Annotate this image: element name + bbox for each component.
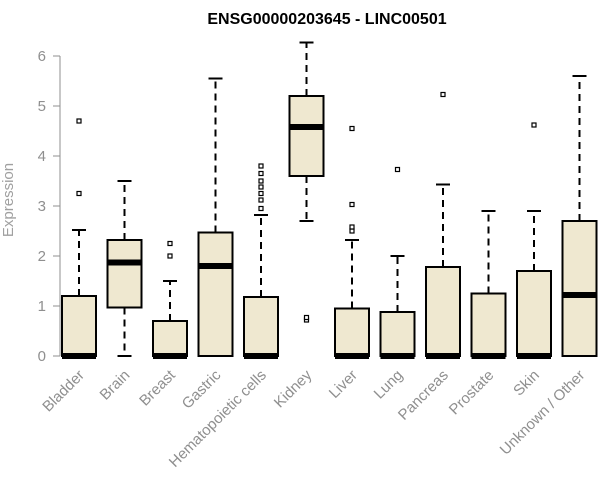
- outlier-point: [349, 201, 355, 208]
- y-tick-label: 1: [38, 298, 46, 315]
- box-6: [334, 125, 370, 359]
- outlier-point: [531, 122, 537, 128]
- outlier-point: [76, 190, 82, 197]
- outlier-point: [349, 228, 355, 234]
- outlier-point: [76, 118, 82, 124]
- outlier-point: [349, 224, 355, 230]
- outlier-point: [303, 314, 310, 321]
- x-tick-label: Skin: [510, 367, 543, 400]
- box-iqr: [243, 296, 279, 357]
- x-tick-label: Liver: [326, 367, 361, 402]
- outlier-point: [258, 170, 264, 177]
- outlier-point: [258, 190, 264, 197]
- outlier-point: [167, 253, 173, 259]
- box-iqr: [197, 231, 234, 357]
- box-1: [106, 180, 143, 357]
- box-11: [561, 75, 598, 357]
- box-series: [61, 41, 598, 359]
- outlier-point: [258, 205, 264, 212]
- box-iqr: [334, 307, 370, 357]
- y-tick-label: 6: [38, 48, 46, 65]
- box-7: [379, 166, 416, 359]
- box-iqr: [106, 239, 143, 309]
- outlier-point: [167, 240, 173, 247]
- x-tick-label: Brain: [97, 367, 134, 404]
- box-0: [61, 118, 97, 359]
- box-8: [425, 91, 461, 359]
- box-9: [470, 210, 507, 359]
- box-iqr: [379, 311, 416, 357]
- box-iqr: [516, 270, 552, 357]
- outlier-point: [258, 197, 264, 203]
- x-tick-label: Pancreas: [395, 367, 452, 424]
- outlier-point: [349, 125, 355, 132]
- box-iqr: [561, 220, 598, 357]
- outlier-point: [394, 166, 401, 173]
- outlier-point: [258, 163, 264, 169]
- x-tick-label: Bladder: [39, 367, 88, 416]
- outlier-point: [258, 178, 264, 184]
- box-3: [197, 77, 234, 357]
- x-tick-label: Lung: [371, 367, 407, 403]
- box-5: [288, 41, 325, 323]
- y-tick-label: 0: [38, 348, 46, 365]
- box-iqr: [288, 95, 325, 177]
- x-tick-label: Kidney: [271, 366, 316, 411]
- box-iqr: [425, 266, 461, 357]
- outlier-point: [440, 91, 446, 98]
- box-iqr: [470, 292, 507, 357]
- box-4: [243, 163, 279, 359]
- y-axis-label: Expression: [0, 163, 17, 237]
- x-tick-label: Breast: [136, 366, 179, 409]
- box-iqr: [152, 320, 188, 357]
- chart-title: ENSG00000203645 - LINC00501: [207, 11, 446, 28]
- y-tick-label: 2: [38, 248, 46, 265]
- x-tick-label: Prostate: [446, 367, 498, 419]
- y-tick-label: 5: [38, 98, 46, 115]
- box-2: [152, 240, 188, 359]
- y-tick-label: 3: [38, 198, 46, 215]
- x-tick-label: Unknown / Other: [497, 367, 589, 459]
- y-axis: 0 1 2 3 4 5 6: [38, 48, 61, 365]
- outlier-point: [258, 184, 264, 190]
- box-iqr: [61, 295, 97, 357]
- box-10: [516, 122, 552, 359]
- y-tick-label: 4: [38, 148, 46, 165]
